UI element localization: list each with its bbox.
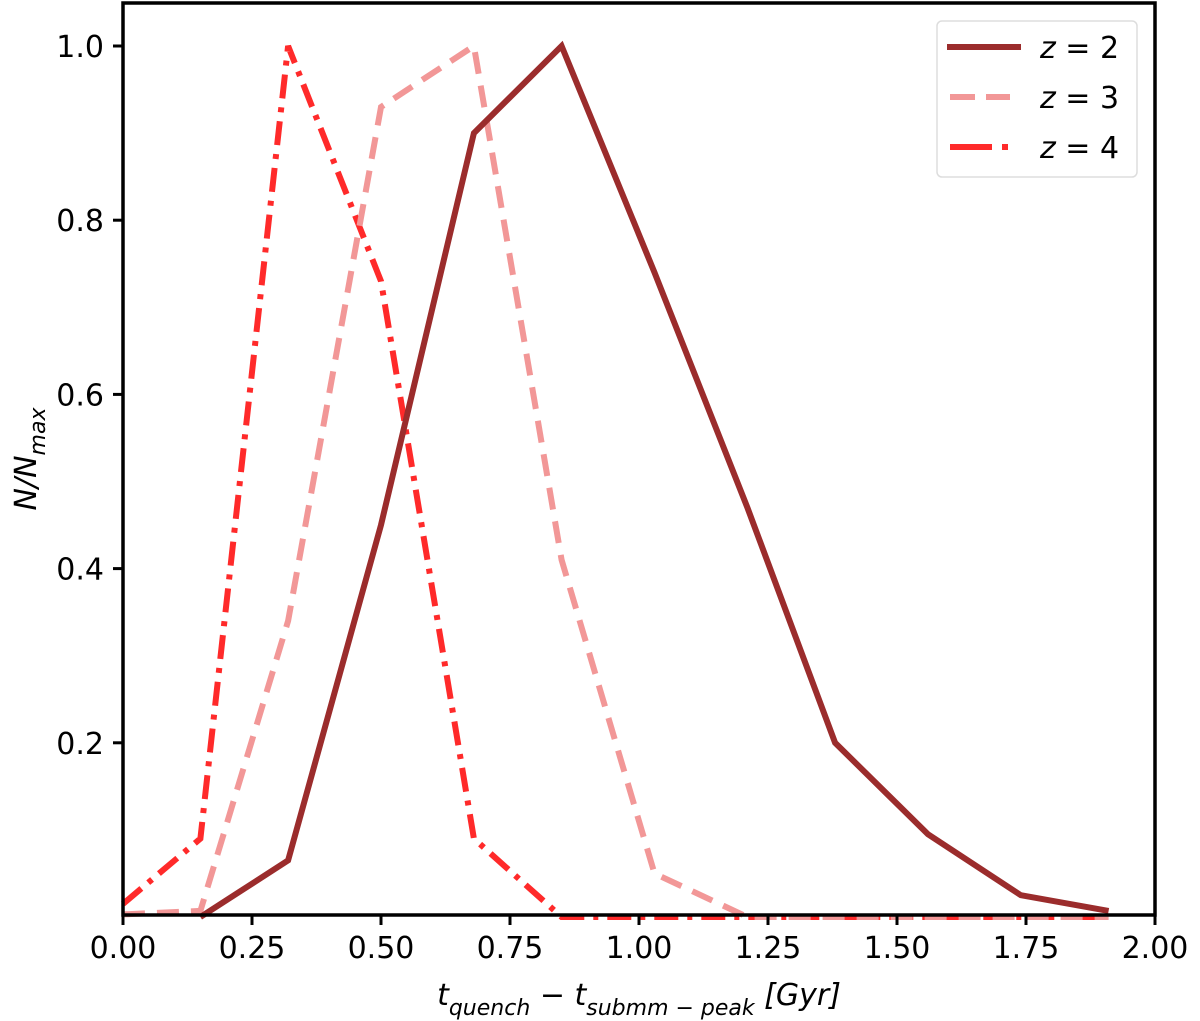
y-tick-label: 0.2 xyxy=(56,727,104,762)
y-tick-label: 1.0 xyxy=(56,30,104,65)
x-tick-label: 1.25 xyxy=(735,931,802,966)
y-tick-label: 0.6 xyxy=(56,378,104,413)
x-axis-label: tquench − tsubmm − peak [Gyr] xyxy=(437,978,841,1021)
y-axis-label: N/Nmax xyxy=(9,407,51,511)
legend: z = 2 z = 3 z = 4 xyxy=(936,20,1138,178)
x-tick-label: 0.75 xyxy=(477,931,544,966)
x-tick-label: 0.50 xyxy=(348,931,415,966)
plot-lines xyxy=(121,40,1110,920)
x-tick-label: 0.00 xyxy=(90,931,157,966)
x-tick-label: 1.75 xyxy=(993,931,1060,966)
x-axis-ticks: 0.00 0.25 0.50 0.75 1.00 1.25 1.50 1.75 2.00 xyxy=(90,915,1189,966)
y-tick-label: 0.8 xyxy=(56,204,104,239)
legend-label-4: z = 4 xyxy=(1039,131,1119,166)
legend-label-2: z = 2 xyxy=(1039,31,1119,66)
y-tick-label: 0.4 xyxy=(56,553,104,588)
y-axis-ticks: 0.2 0.4 0.6 0.8 1.0 xyxy=(56,30,123,762)
x-tick-label: 1.00 xyxy=(606,931,673,966)
legend-box xyxy=(936,20,1138,178)
series-line-3 xyxy=(122,40,1109,920)
x-tick-label: 1.50 xyxy=(864,931,931,966)
x-tick-label: 2.00 xyxy=(1122,931,1189,966)
legend-label-3: z = 3 xyxy=(1039,81,1119,116)
series-line-2 xyxy=(198,40,1110,920)
x-tick-label: 0.25 xyxy=(219,931,286,966)
